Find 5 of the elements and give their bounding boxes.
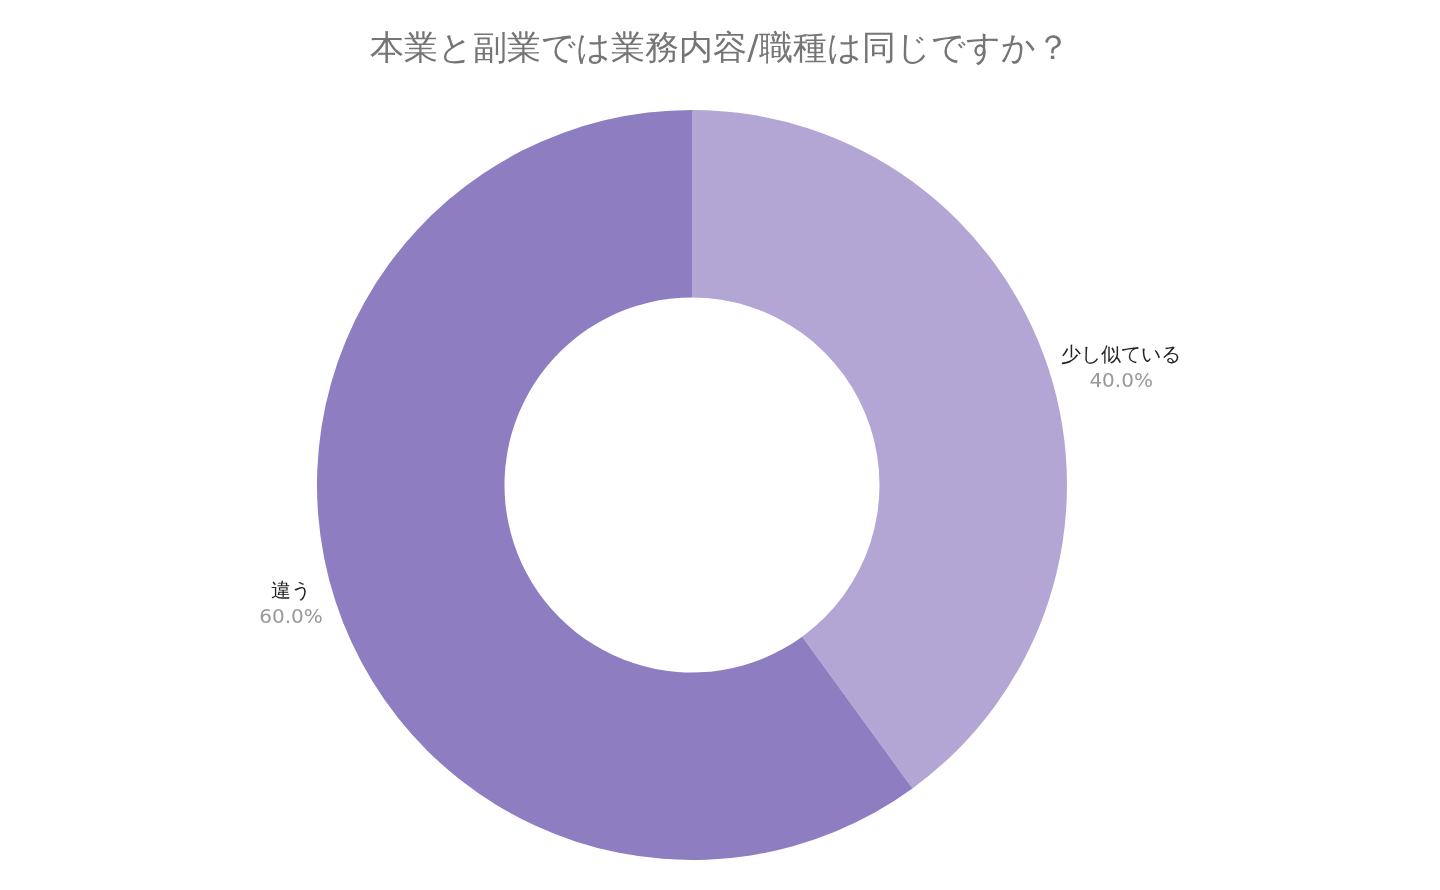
slice-label: 少し似ている xyxy=(1061,341,1182,366)
data-label: 60.0% xyxy=(259,604,323,629)
slice-label: 違う xyxy=(271,578,312,603)
data-label: 40.0% xyxy=(1089,367,1153,392)
chart-title: 本業と副業では業務内容/職種は同じですか？ xyxy=(370,27,1070,68)
